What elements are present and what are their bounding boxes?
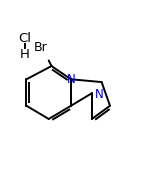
Text: H: H (20, 48, 30, 61)
Text: Br: Br (34, 41, 48, 55)
Text: Cl: Cl (19, 32, 32, 46)
Text: N: N (67, 73, 75, 86)
Text: N: N (94, 88, 103, 101)
